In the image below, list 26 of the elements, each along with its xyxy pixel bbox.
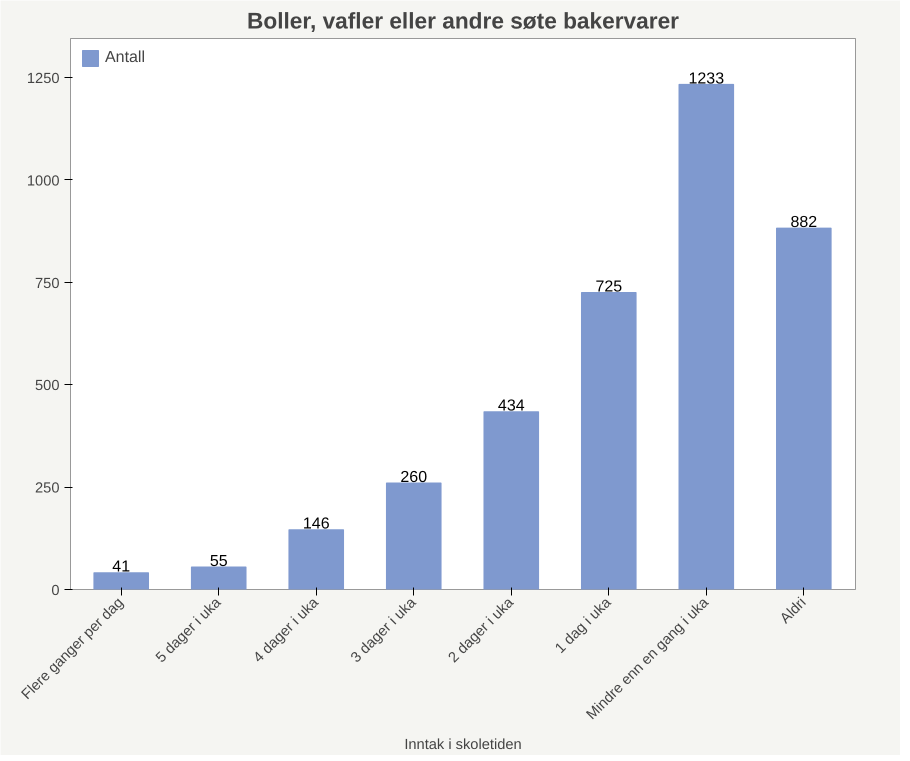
data-label: 882 [790, 214, 818, 232]
y-tick-label: 1250 [26, 70, 60, 87]
x-axis-title: Inntak i skoletiden [404, 736, 522, 753]
data-label: 41 [112, 558, 130, 576]
bar [678, 84, 734, 590]
bar [386, 482, 442, 590]
y-tick-label: 0 [51, 583, 60, 599]
bar [483, 411, 540, 590]
y-tick-label: 500 [35, 378, 60, 394]
y-tick-label: 750 [35, 276, 60, 292]
chart-title: Boller, vafler eller andre søte bakervarer [247, 8, 680, 34]
bar [288, 529, 344, 590]
bar [190, 566, 247, 590]
y-tick-label: 1000 [26, 173, 60, 190]
data-label: 1233 [688, 70, 724, 88]
data-label: 434 [498, 398, 525, 415]
bar [776, 228, 832, 590]
bar [93, 572, 150, 590]
data-label: 725 [595, 278, 622, 296]
x-tick-label: 1 dag i uka [552, 594, 616, 657]
y-tick-label: 250 [35, 480, 60, 497]
legend-label: Antall [105, 49, 146, 67]
bar [580, 292, 637, 590]
data-label: 55 [210, 552, 228, 570]
data-label: 146 [302, 516, 330, 533]
data-label: 260 [400, 468, 428, 486]
